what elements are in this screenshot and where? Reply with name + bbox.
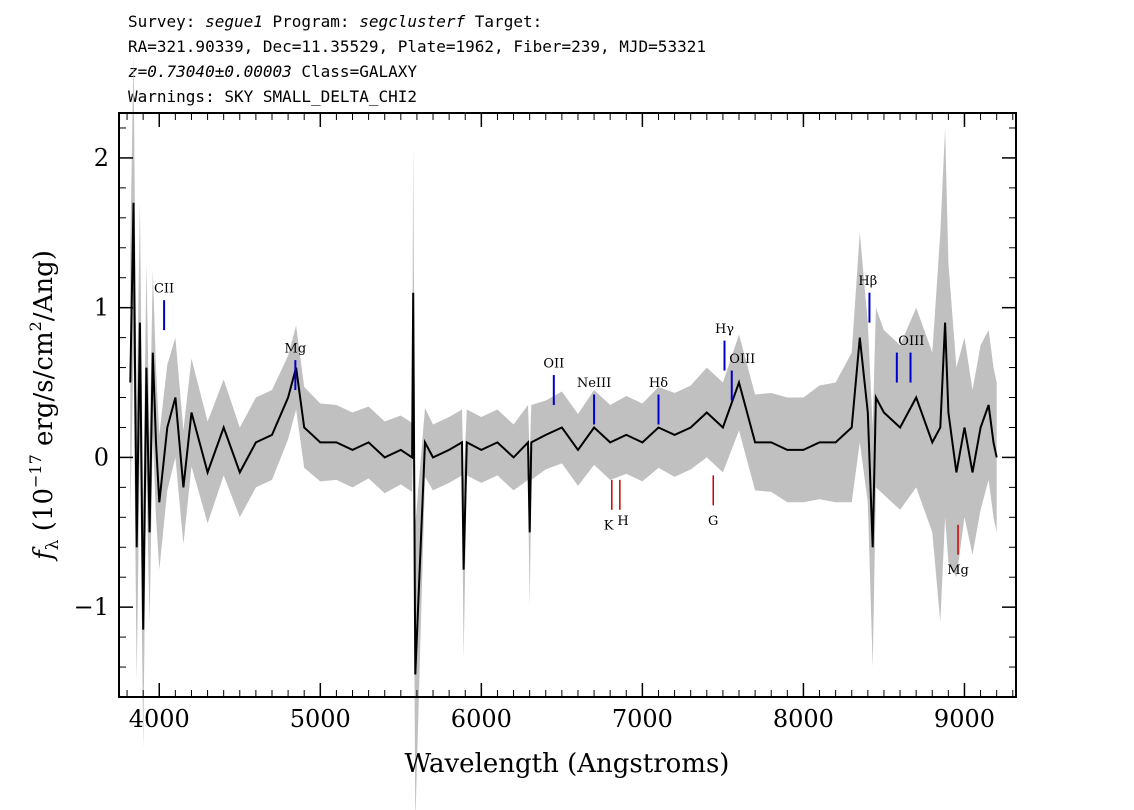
y-tick-label: 0 — [94, 443, 109, 471]
y-axis-title-post: /Ang) — [29, 250, 59, 321]
line-markers-layer: CII Mg OII NeIII Hδ Hγ OIII Hβ OIII K H G Mg — [154, 274, 969, 578]
emission-line-label: CII — [154, 282, 174, 297]
x-tick-label: 9000 — [934, 705, 995, 733]
y-tick-label: 2 — [94, 144, 109, 172]
target-label: Target: — [465, 12, 543, 31]
program-label: Program: — [262, 12, 360, 31]
y-tick-label: −1 — [74, 593, 109, 621]
y-axis-title-sub: λ — [43, 539, 63, 550]
y-axis-title-mid: erg/s/cm — [29, 331, 59, 454]
error-band — [130, 53, 997, 810]
program-value: segclusterf — [359, 12, 466, 31]
emission-line-label: Hβ — [858, 274, 877, 289]
absorption-line-label: G — [708, 514, 718, 529]
y-axis-title: fλ (10−17 erg/s/cm2/Ang) — [26, 250, 63, 562]
header-line-redshift: z=0.73040±0.00003 Class=GALAXY — [128, 62, 417, 82]
ticks-layer: 4000 5000 6000 7000 8000 9000 −1 0 1 2 — [74, 113, 1016, 733]
emission-line-label: NeIII — [577, 376, 611, 391]
class-value: Class=GALAXY — [291, 62, 417, 81]
x-tick-label: 6000 — [451, 705, 512, 733]
survey-label: Survey: — [128, 12, 206, 31]
emission-line-label: Mg — [285, 342, 307, 357]
absorption-line-label: H — [617, 514, 628, 529]
x-tick-label: 8000 — [773, 705, 834, 733]
plot-frame — [118, 112, 1017, 698]
emission-line-label: OII — [543, 357, 564, 372]
y-axis-title-pre: (10 — [29, 488, 59, 540]
absorption-line-label: Mg — [947, 563, 969, 578]
flux-layer — [129, 202, 998, 675]
absorption-line-label: K — [604, 518, 614, 533]
x-tick-label: 5000 — [290, 705, 351, 733]
y-axis-title-exp2: 2 — [26, 321, 45, 331]
x-axis-title: Wavelength (Angstroms) — [405, 749, 730, 779]
header-line-warnings: Warnings: SKY SMALL_DELTA_CHI2 — [128, 87, 417, 106]
emission-line-label: Hγ — [715, 322, 734, 337]
emission-line-label: OIII — [729, 352, 755, 367]
emission-line-label: Hδ — [649, 376, 668, 391]
redshift-value: z=0.73040±0.00003 — [128, 62, 292, 81]
error-band-layer — [130, 53, 997, 810]
header-line-coords: RA=321.90339, Dec=11.35529, Plate=1962, … — [128, 37, 706, 56]
survey-value: segue1 — [205, 12, 263, 31]
y-axis-title-exp: −17 — [26, 454, 45, 488]
x-tick-label: 4000 — [129, 705, 190, 733]
emission-line-label: OIII — [898, 334, 924, 349]
flux-line — [129, 202, 998, 675]
y-tick-label: 1 — [94, 294, 109, 322]
header-line-survey: Survey: segue1 Program: segclusterf Targ… — [128, 12, 542, 32]
x-tick-label: 7000 — [612, 705, 673, 733]
